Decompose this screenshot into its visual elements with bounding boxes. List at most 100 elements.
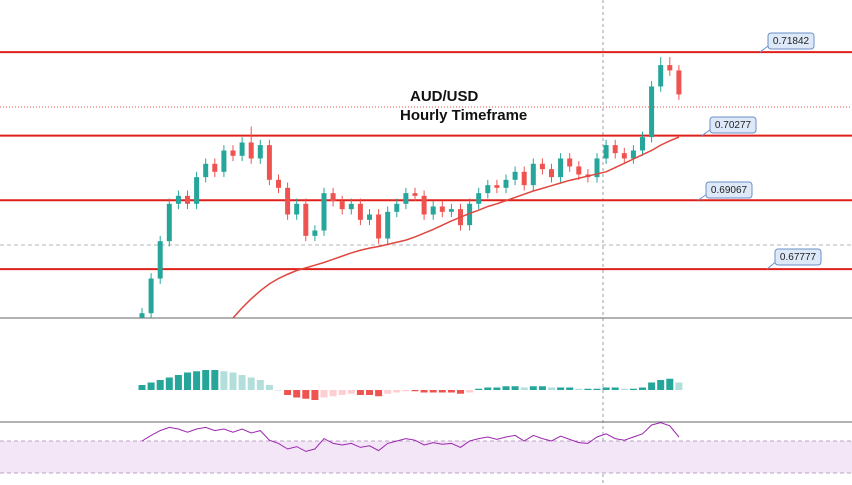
candle-body (212, 163, 218, 172)
candle-body (303, 203, 309, 236)
candle-body (485, 185, 491, 194)
histogram-bar (311, 390, 319, 400)
candle-body (676, 70, 682, 95)
candle-body (239, 142, 245, 156)
candle-body (667, 65, 673, 71)
histogram-bar (402, 390, 410, 392)
histogram-bar (384, 390, 392, 394)
level-label: 0.69067 (711, 185, 748, 196)
level-label: 0.71842 (773, 36, 810, 47)
candle-body (448, 209, 454, 212)
histogram-bar (639, 387, 646, 390)
histogram-bar (184, 372, 191, 390)
candle-body (658, 65, 664, 87)
candle-body (476, 193, 482, 204)
candle-body (175, 195, 181, 204)
histogram-bar (675, 382, 683, 390)
candle-body (230, 150, 236, 156)
histogram-bar (138, 385, 146, 390)
candle-body (439, 206, 445, 212)
histogram-bar (475, 388, 483, 390)
histogram-bar (211, 370, 219, 390)
histogram-bar (566, 387, 574, 390)
histogram-bar (338, 390, 346, 395)
candle-body (330, 193, 336, 202)
candle-body (421, 195, 427, 215)
level-label: 0.67777 (780, 252, 817, 263)
candle-body (621, 153, 627, 159)
histogram-bar (147, 382, 155, 390)
histogram-bar (293, 390, 301, 398)
histogram-bar (584, 388, 592, 390)
histogram-bar (620, 388, 628, 390)
histogram-bar (229, 372, 237, 390)
candle-body (157, 241, 163, 279)
candle-body (567, 158, 573, 167)
histogram-bar (284, 390, 292, 395)
histogram-bar (611, 387, 619, 390)
histogram-bar (302, 390, 310, 399)
candle-body (294, 203, 300, 215)
histogram-bar (593, 388, 601, 390)
histogram-bar (329, 390, 337, 397)
histogram-bar (457, 390, 464, 394)
histogram-bar (548, 387, 555, 390)
candle-body (430, 206, 436, 215)
candle-body (494, 185, 500, 188)
candle-body (530, 163, 536, 186)
candle-body (576, 166, 582, 175)
candle-body (357, 203, 363, 220)
candle-body (348, 203, 354, 210)
candle-body (412, 193, 418, 196)
level-label-box (705, 181, 753, 199)
histogram-bar (356, 390, 364, 395)
candle-body (512, 171, 518, 180)
histogram-bar (156, 380, 164, 390)
candle-body (367, 214, 372, 220)
candle-body (603, 145, 609, 159)
candle-body (166, 203, 172, 242)
chart-title: AUD/USD (410, 88, 479, 105)
candle-body (640, 137, 645, 151)
candle-body (539, 163, 545, 170)
candle-body (467, 203, 473, 226)
histogram-bar (193, 371, 201, 390)
histogram-bar (238, 375, 246, 390)
candle-body (139, 313, 145, 318)
histogram-bar (265, 385, 273, 390)
candle-body (385, 211, 391, 239)
candle-body (285, 187, 291, 215)
candle-body (630, 150, 636, 159)
level-label-box (767, 32, 815, 50)
candle-body (521, 171, 527, 186)
histogram-bar (657, 380, 665, 390)
histogram-bar (429, 390, 437, 393)
histogram-bar (420, 390, 428, 393)
candle-body (266, 145, 272, 180)
candle-body (549, 169, 554, 178)
level-label: 0.70277 (715, 120, 752, 131)
histogram-bar (347, 390, 355, 394)
candle-body (649, 86, 655, 138)
candle-body (394, 203, 400, 212)
histogram-bar (438, 390, 446, 393)
candle-body (339, 201, 345, 210)
histogram-bar (447, 390, 455, 393)
candle-body (276, 179, 281, 188)
histogram-bar (629, 388, 637, 390)
histogram-bar (529, 386, 537, 390)
histogram-bar (493, 387, 501, 390)
rsi-band (0, 441, 852, 473)
histogram-bar (256, 380, 264, 390)
histogram-bar (366, 390, 373, 395)
level-label-box (709, 116, 757, 134)
candle-body (194, 177, 200, 204)
histogram-bar (557, 387, 565, 390)
histogram-bar (484, 387, 492, 390)
chart-subtitle: Hourly Timeframe (400, 107, 527, 124)
histogram-bar (247, 377, 255, 390)
histogram-bar (202, 370, 210, 390)
rsi-line (141, 422, 680, 452)
